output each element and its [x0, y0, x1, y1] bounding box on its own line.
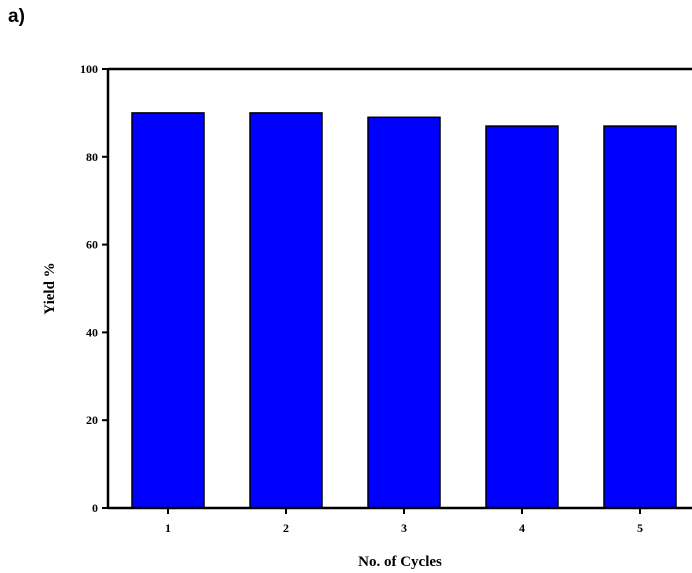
y-tick-label-20: 20: [86, 413, 98, 427]
bar-cycle-5: [603, 125, 677, 509]
x-tick-label-4: 4: [519, 521, 525, 535]
bars-group: [131, 112, 677, 509]
bar-cycle-3: [367, 116, 441, 509]
y-tick-label-60: 60: [86, 238, 98, 252]
bar-cycle-4: [485, 125, 559, 509]
x-tick-label-1: 1: [165, 521, 171, 535]
y-tick-label-40: 40: [86, 325, 98, 339]
axes-group: [106, 67, 692, 510]
x-tick-label-2: 2: [283, 521, 289, 535]
y-axis-label: Yield %: [42, 262, 58, 314]
x-axis-label: No. of Cycles: [358, 554, 442, 570]
y-tick-label-80: 80: [86, 150, 98, 164]
panel-label: a): [8, 6, 25, 27]
y-ticks-group: 0 20 40 60 80 100: [80, 62, 108, 515]
y-tick-label-100: 100: [80, 62, 98, 76]
bar-cycle-1: [131, 112, 205, 509]
y-tick-label-0: 0: [92, 501, 98, 515]
bar-cycle-2: [249, 112, 323, 509]
x-tick-label-5: 5: [637, 521, 643, 535]
x-tick-label-3: 3: [401, 521, 407, 535]
x-ticks-group: 1 2 3 4 5: [165, 508, 643, 535]
